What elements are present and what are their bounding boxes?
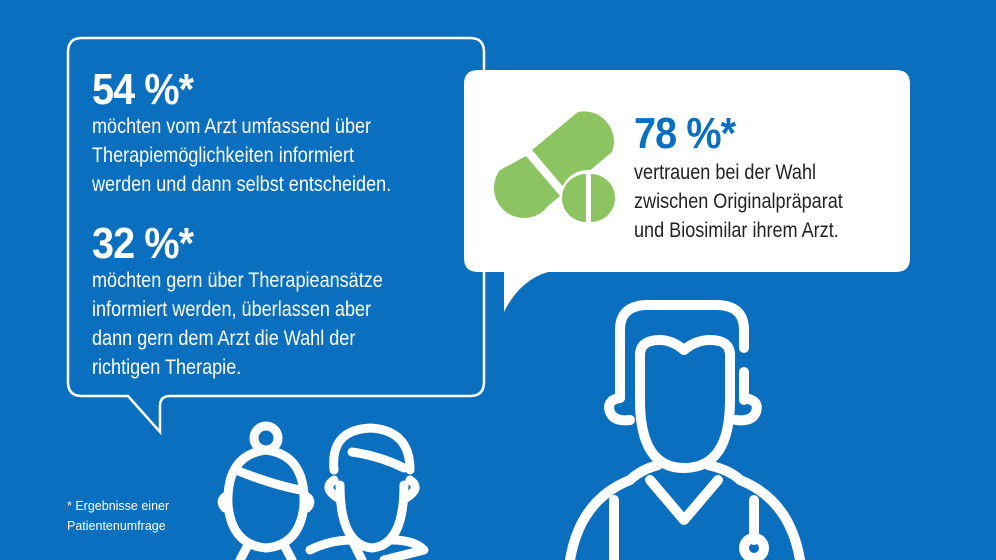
desc-line: vertrauen bei der Wahl	[634, 161, 817, 184]
stat-78-description: vertrauen bei der Wahl zwischen Original…	[634, 158, 843, 245]
desc-line: dann gern dem Arzt die Wahl der	[92, 327, 356, 350]
left-speech-bubble	[66, 36, 486, 436]
footnote-line: Patientenumfrage	[67, 519, 166, 533]
desc-line: werden und dann selbst entscheiden.	[92, 173, 392, 196]
doctor-icon	[565, 300, 805, 560]
desc-line: informiert werden, überlassen aber	[92, 298, 372, 321]
desc-line: richtigen Therapie.	[92, 356, 242, 379]
stat-32-value: 32 %*	[92, 219, 194, 268]
stat-78-value: 78 %*	[634, 109, 736, 158]
desc-line: und Biosimilar ihrem Arzt.	[634, 219, 839, 242]
stat-32-description: möchten gern über Therapieansätze inform…	[92, 266, 383, 382]
desc-line: möchten vom Arzt umfassend über	[92, 115, 372, 138]
desc-line: möchten gern über Therapieansätze	[92, 269, 383, 292]
pills-icon	[494, 111, 616, 226]
desc-line: zwischen Originalpräparat	[634, 190, 843, 213]
patients-icon	[217, 421, 429, 560]
stat-54-value: 54 %*	[92, 65, 194, 114]
stat-54-description: möchten vom Arzt umfassend über Therapie…	[92, 112, 391, 199]
desc-line: Therapiemöglichkeiten informiert	[92, 144, 354, 167]
footnote-line: * Ergebnisse einer	[67, 499, 170, 513]
footnote: * Ergebnisse einer Patientenumfrage	[67, 496, 169, 536]
